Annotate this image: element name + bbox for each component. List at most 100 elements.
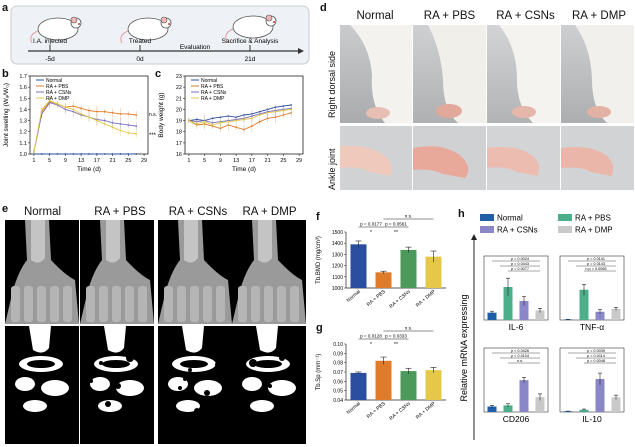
legend-label: RA + PBS	[46, 84, 69, 90]
bar	[519, 300, 529, 320]
p-value: p = 0.0104	[511, 354, 529, 358]
row-label: Right dorsal side	[327, 50, 337, 118]
legend-label: RA + PBS	[575, 214, 611, 223]
bone-shape	[190, 286, 199, 322]
data-point	[119, 153, 122, 155]
data-point	[219, 127, 222, 130]
bone-shape	[5, 220, 79, 324]
arrow-head	[471, 234, 477, 240]
series-line	[188, 107, 292, 124]
sig-label: n.s.	[405, 326, 412, 331]
subplot-frame	[559, 347, 625, 413]
bar	[563, 411, 573, 412]
bone-shape	[264, 286, 273, 322]
y-tick-label: 1.3	[19, 119, 27, 125]
mrna-expression-chart: Normal RA + PBS RA + CSNs RA + DMP Relative …	[459, 214, 625, 440]
data-point	[33, 150, 35, 153]
bar	[535, 397, 545, 412]
sig-stars: *	[370, 230, 372, 236]
erosion-spot	[249, 359, 257, 367]
data-point	[111, 153, 114, 155]
data-point	[88, 109, 90, 112]
mouse-dorsal-photo	[413, 25, 486, 123]
legend-swatch	[480, 226, 494, 233]
bone-shape	[290, 286, 299, 322]
ankle-joint-photo	[487, 126, 560, 190]
category-label: RA + DMP	[415, 401, 437, 421]
series-line	[188, 104, 292, 122]
panel-label-d: d	[320, 2, 327, 14]
p-value: p = 0.0443	[511, 262, 529, 266]
data-point	[48, 99, 51, 102]
series-line	[188, 108, 292, 126]
erosion-spot	[263, 393, 267, 397]
data-point	[72, 108, 75, 111]
data-point	[282, 114, 285, 116]
data-point	[135, 125, 138, 128]
mouse-dorsal-photo	[487, 25, 560, 123]
y-tick-label: 1.2	[19, 130, 27, 136]
event-day: -5d	[45, 56, 55, 63]
data-point	[56, 153, 59, 155]
bar	[563, 319, 573, 320]
bmd-bar-chart: 1000 1100 1200 1300 1400 1500 Tb.BMD (mg/cm³) N…	[316, 214, 446, 310]
column-header: RA + PBS	[94, 206, 146, 218]
p-value: p = 0.0039	[587, 349, 605, 353]
column-header: Normal	[356, 10, 394, 22]
sig-stars: **	[394, 230, 398, 236]
erosion-spot	[199, 399, 205, 405]
series-line	[33, 101, 137, 152]
x-tick-label: 13	[78, 158, 84, 164]
x-tick-label: 1	[32, 158, 35, 164]
series-line	[33, 99, 137, 152]
data-point	[103, 153, 106, 155]
panel-label-e: e	[2, 203, 9, 215]
bone-section	[90, 377, 110, 391]
erosion-spot	[164, 352, 172, 360]
x-tick-label: 9	[64, 158, 67, 164]
y-tick-label: 23	[176, 74, 182, 80]
subplot-frame	[483, 347, 549, 413]
bone-shape	[277, 286, 286, 322]
y-axis-label: Body weight (g)	[158, 92, 165, 137]
panel-label-g: g	[316, 322, 323, 334]
bone-shape	[63, 286, 72, 322]
bone-section	[102, 360, 130, 368]
y-tick-label: 0.06	[333, 379, 343, 385]
timeline-schematic: I.A. injected Treated Sacrifice & Analys…	[10, 5, 310, 65]
bone-section	[29, 326, 51, 353]
erosion-spot	[244, 368, 252, 376]
data-point	[56, 102, 59, 105]
category-label: Normal	[346, 401, 362, 416]
p-value: p = 0.0426	[511, 349, 529, 353]
data-point	[80, 107, 83, 110]
y-tick-label: 19	[176, 119, 182, 125]
data-point	[266, 111, 269, 114]
mouse-icon	[225, 14, 277, 42]
y-axis-label: Tb.Sp (mm⁻¹)	[316, 354, 322, 391]
data-point	[80, 112, 83, 115]
y-tick-label: 22	[176, 85, 182, 91]
column-header: RA + PBS	[423, 10, 476, 22]
bar	[425, 256, 442, 288]
bar	[535, 310, 545, 320]
category-label: RA + PBS	[366, 289, 388, 308]
event-label: I.A. injected	[33, 38, 67, 45]
legend-label: RA + CSNs	[46, 90, 72, 96]
bar	[425, 370, 442, 400]
bone-shape	[238, 286, 247, 322]
column-header: RA + DMP	[242, 206, 297, 218]
data-point	[290, 108, 293, 111]
data-point	[103, 110, 106, 113]
category-label: RA + CSNs	[388, 289, 412, 310]
erosion-spot	[188, 368, 192, 372]
bar	[375, 360, 392, 400]
legend-label: RA + PBS	[201, 84, 224, 90]
x-axis-label: Time (d)	[232, 166, 256, 173]
p-value: n.s.	[517, 359, 523, 363]
erosion-spot	[89, 379, 93, 383]
panel-label-c: c	[155, 68, 162, 80]
data-point	[258, 114, 261, 116]
bone-section	[254, 360, 282, 368]
data-point	[127, 131, 130, 134]
